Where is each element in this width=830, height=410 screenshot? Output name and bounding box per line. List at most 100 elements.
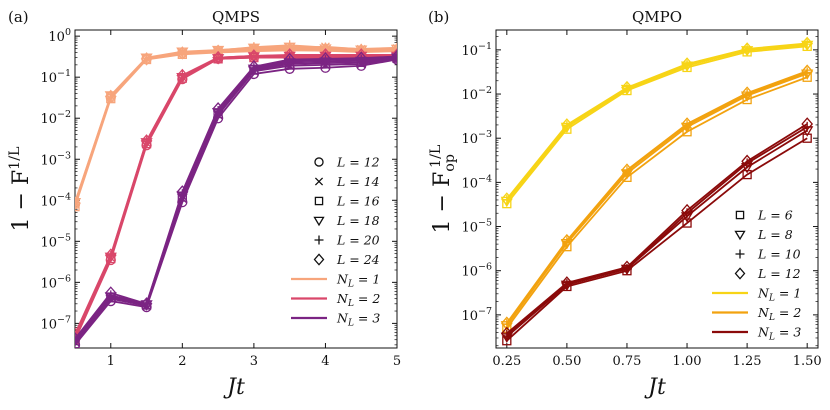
data-point-marker — [75, 332, 81, 346]
x-axis-label: Jt — [644, 375, 666, 400]
data-point-marker — [561, 233, 573, 248]
legend-marker — [314, 157, 324, 167]
legend-marker — [734, 230, 746, 241]
x-tick-label: 0.75 — [612, 354, 641, 369]
panel-a: 10−7 10−6 10−5 10−4 10−3 10−2 10−1 100 1 2 3 4 5 QMPS… — [7, 8, 401, 400]
legend-label: L = 20 — [336, 233, 380, 248]
series-line — [506, 70, 808, 324]
x-axis-label: Jt — [223, 375, 245, 400]
x-tick-label: 1.50 — [793, 354, 822, 369]
x-tick-label: 4 — [321, 354, 329, 369]
series-line — [506, 76, 808, 329]
data-point-marker — [391, 42, 397, 57]
data-point-marker — [104, 286, 117, 300]
y-tick-label: 100 — [48, 27, 71, 45]
panel-b: 10−7 10−6 10−5 10−4 10−3 10−2 10−1 0.25 0.50 0.75… — [428, 8, 822, 400]
data-point-marker — [801, 36, 814, 51]
data-point-marker — [500, 316, 513, 330]
panel-label: (a) — [8, 8, 29, 26]
data-point-marker — [500, 192, 513, 206]
data-point-marker — [283, 52, 296, 67]
data-point-marker — [176, 185, 189, 199]
data-point-marker — [75, 334, 80, 345]
series-line — [506, 42, 808, 200]
legend: L = 12 L = 14 L = 16 L = 18 L = 20 L = 24 NL =… — [291, 155, 380, 329]
y-tick-label: 10−6 — [461, 262, 492, 280]
legend-label: L = 18 — [336, 213, 380, 228]
legend-label: L = 14 — [336, 174, 380, 189]
x-tick-label: 2 — [178, 354, 186, 369]
data-point-marker — [176, 68, 189, 83]
series-line — [506, 43, 808, 202]
panel-label: (b) — [428, 8, 449, 26]
series-line — [506, 43, 808, 201]
legend-marker — [314, 235, 324, 245]
data-point-marker — [741, 86, 753, 100]
x-tick-label: 3 — [250, 354, 258, 369]
data-point-marker — [621, 260, 633, 274]
series-line — [506, 126, 808, 336]
data-point-marker — [212, 50, 224, 65]
data-point-marker — [355, 51, 368, 65]
legend-marker — [313, 216, 325, 227]
chart-title: QMPO — [632, 8, 682, 26]
legend-label: NL = 1 — [336, 272, 380, 290]
y-tick-label: 10−3 — [40, 150, 71, 168]
y-tick-label: 10−1 — [40, 68, 71, 86]
data-point-marker — [391, 48, 397, 62]
x-tick-label: 1.25 — [733, 354, 762, 369]
data-point-marker — [500, 326, 513, 341]
data-point-marker — [104, 91, 117, 102]
series-line — [506, 137, 808, 342]
plot-area — [75, 40, 397, 348]
y-tick-label: 10−4 — [461, 173, 492, 191]
data-point-marker — [561, 276, 573, 290]
data-point-marker — [391, 49, 397, 64]
data-point-marker — [741, 42, 753, 56]
x-tick-label: 1.00 — [673, 354, 702, 369]
series-line — [506, 123, 808, 335]
legend-label: NL = 2 — [757, 305, 801, 323]
axes-frame — [74, 29, 398, 349]
y-tick-label: 10−7 — [40, 314, 71, 332]
data-point-marker — [801, 64, 814, 78]
y-axis-label: 1 − Fop1/L — [428, 144, 458, 233]
x-tick-label: 0.25 — [492, 354, 521, 369]
y-tick-label: 10−4 — [40, 191, 71, 209]
y-tick-label: 10−2 — [461, 85, 492, 103]
legend-label: L = 10 — [757, 247, 801, 262]
plot-area — [500, 36, 814, 346]
data-point-marker — [681, 57, 693, 71]
data-point-marker — [681, 203, 693, 218]
data-point-marker — [75, 339, 80, 348]
legend-marker — [313, 253, 325, 266]
legend-marker — [735, 249, 745, 259]
data-point-marker — [741, 154, 753, 169]
series-line — [506, 72, 808, 326]
data-point-marker — [682, 218, 692, 228]
data-point-marker — [140, 134, 153, 148]
series-line — [75, 55, 397, 340]
y-axis-label: 1 − F1/L — [7, 146, 34, 232]
legend-label: L = 24 — [336, 252, 380, 267]
data-point-marker — [801, 117, 814, 131]
x-tick-label: 1 — [107, 354, 115, 369]
data-point-marker — [75, 327, 81, 341]
y-tick-label: 10−2 — [40, 109, 71, 127]
legend-label: L = 12 — [336, 155, 380, 170]
data-point-marker — [104, 248, 117, 262]
y-tick-label: 10−5 — [40, 232, 71, 250]
y-tick-label: 10−7 — [461, 306, 492, 324]
legend-label: L = 8 — [757, 227, 793, 242]
legend-marker — [314, 196, 324, 206]
legend-label: NL = 1 — [757, 286, 801, 304]
legend-label: L = 16 — [336, 194, 380, 209]
data-point-marker — [176, 46, 189, 60]
legend-marker — [734, 267, 746, 280]
data-point-marker — [140, 52, 153, 66]
legend-marker — [314, 177, 324, 186]
series-line — [75, 56, 397, 341]
series-line — [75, 58, 397, 346]
legend-label: NL = 3 — [336, 311, 380, 329]
series-line — [75, 49, 397, 207]
